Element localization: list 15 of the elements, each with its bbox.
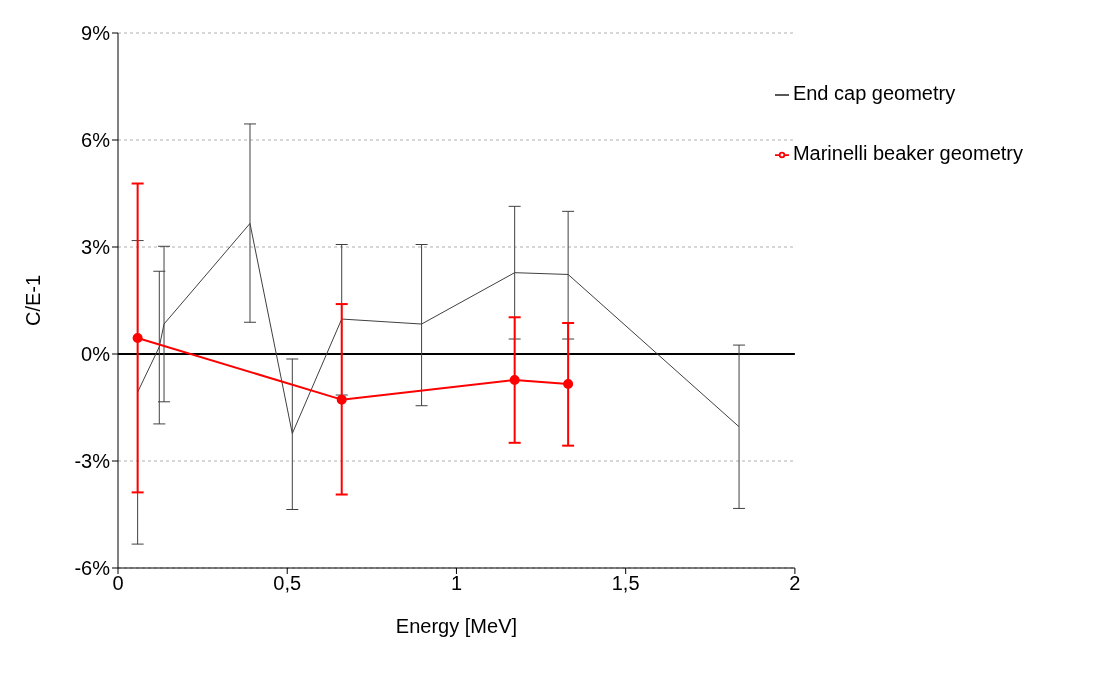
legend-label: End cap geometry [792,82,956,104]
x-tick-label: 0 [112,572,124,595]
y-tick-label: 3% [81,236,111,259]
y-tick-label: 0% [81,343,111,366]
y-tick-label: 6% [81,129,111,152]
x-tick-label: 2 [789,572,801,595]
y-axis-title: C/E-1 [22,274,45,327]
x-axis-title: Energy [MeV] [395,615,518,637]
legend-label: Marinelli beaker geometry [792,142,1023,164]
y-tick-label: -6% [74,557,111,580]
x-tick-label: 1 [450,572,463,595]
y-tick-label: -3% [74,450,111,473]
y-tick-label: 9% [81,22,111,45]
x-tick-label: 1,5 [611,572,640,595]
x-tick-label: 0,5 [273,572,302,595]
